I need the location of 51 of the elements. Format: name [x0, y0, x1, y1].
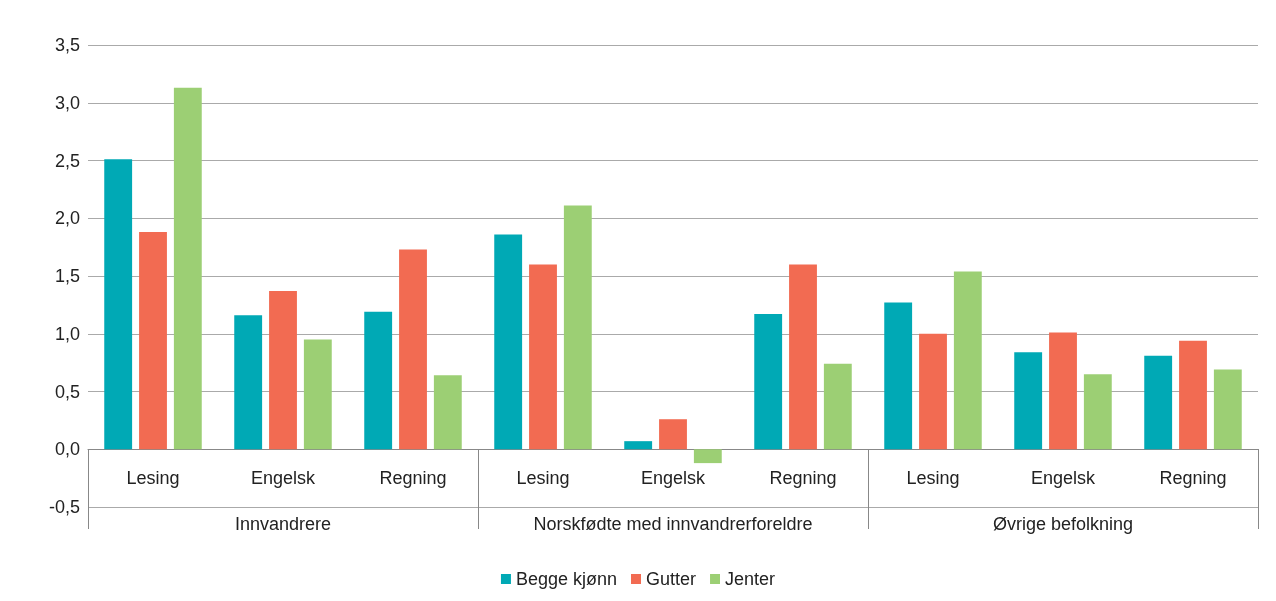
- legend-label: Begge kjønn: [515, 569, 618, 589]
- bar: [789, 264, 817, 450]
- text: Norskfødte med innvandrerforeldre: [533, 514, 813, 534]
- y-tick-label: 0,0: [54, 439, 80, 460]
- y-tick-label: 3,5: [54, 35, 80, 55]
- y-tick-label: 0,5: [54, 381, 80, 402]
- bar: [693, 449, 722, 464]
- bar: [364, 311, 393, 450]
- bar: [659, 419, 687, 450]
- x-tick-label: Lesing: [516, 468, 570, 489]
- x-tick-label: Lesing: [126, 468, 180, 489]
- bar: [139, 232, 167, 450]
- bar: [494, 234, 523, 450]
- bar: [884, 302, 913, 450]
- bar: [1213, 369, 1242, 450]
- bar: [399, 249, 427, 450]
- bar: [1179, 340, 1207, 450]
- text: Innvandrere: [234, 514, 332, 534]
- x-tick-label: Regning: [769, 468, 837, 489]
- x-tick-label: Lesing: [906, 468, 960, 489]
- bar: [1049, 332, 1077, 450]
- bar: [1014, 352, 1043, 450]
- bar: [563, 205, 592, 450]
- y-tick-label: -0,5: [48, 497, 80, 517]
- y-tick-label: 2,0: [54, 208, 80, 229]
- bar: [529, 264, 557, 450]
- text: Øvrige befolkning: [992, 514, 1134, 534]
- bar: [433, 375, 462, 450]
- bar: [303, 339, 332, 450]
- bar: [754, 314, 783, 450]
- bar: [919, 333, 947, 450]
- bar: [1144, 355, 1173, 450]
- y-tick-label: 3,0: [54, 92, 80, 113]
- bar: [104, 159, 133, 450]
- x-tick-label: Engelsk: [640, 468, 707, 489]
- legend-label: Gutter: [646, 569, 697, 589]
- bar: [173, 87, 202, 450]
- y-tick-label: 1,0: [54, 323, 80, 344]
- y-tick-label: 2,5: [54, 150, 80, 171]
- bar: [823, 363, 852, 450]
- x-tick-label: Regning: [1159, 468, 1227, 489]
- x-tick-label: Regning: [379, 468, 447, 489]
- bar: [624, 441, 653, 450]
- legend-label: Jenter: [725, 569, 776, 589]
- y-tick-label: 1,5: [54, 266, 80, 286]
- bar: [953, 271, 982, 450]
- x-tick-label: Engelsk: [250, 468, 317, 489]
- bar: [1083, 374, 1112, 450]
- x-tick-label: Engelsk: [1030, 468, 1097, 489]
- bar: [269, 291, 297, 450]
- bar: [234, 315, 263, 450]
